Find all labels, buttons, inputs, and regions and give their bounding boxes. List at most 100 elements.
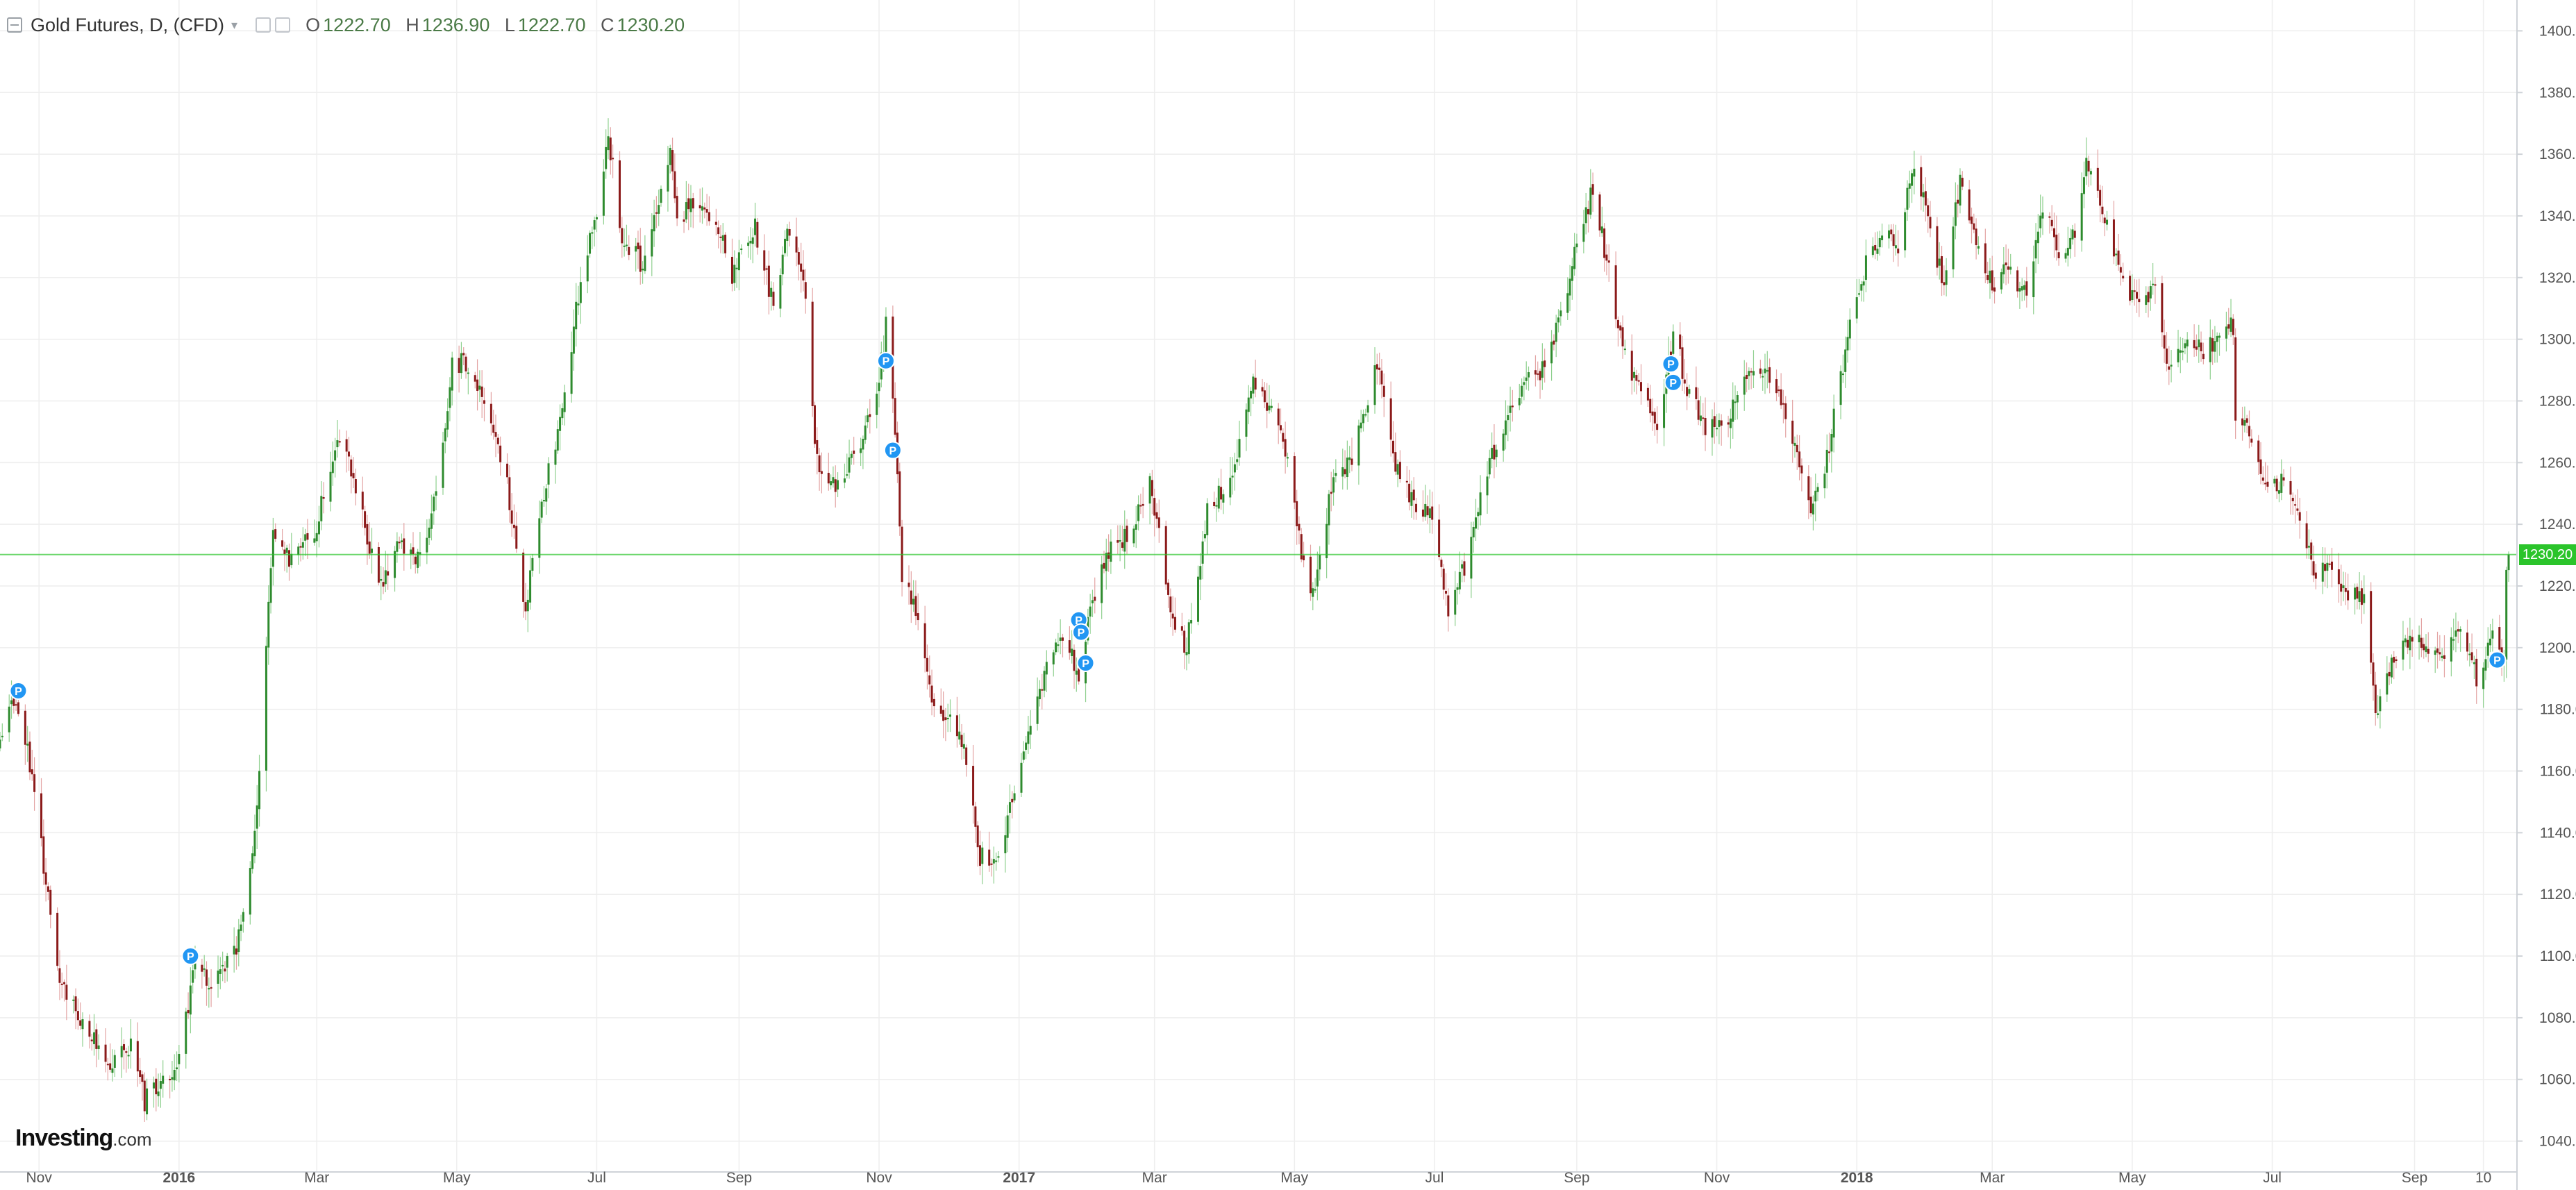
candle-body (1213, 501, 1216, 507)
candle-body (1350, 458, 1353, 465)
close-value: 1230.20 (617, 14, 685, 35)
candle-body (347, 451, 350, 457)
eye-icon[interactable] (256, 17, 271, 33)
candle-body (1479, 492, 1482, 516)
candle-body (1778, 389, 1780, 392)
candle-body (655, 212, 658, 214)
candle-body (1922, 192, 1925, 198)
candle-body (2452, 639, 2455, 641)
candle-body (1987, 275, 1989, 280)
candle-body (589, 233, 592, 254)
candle-body (1250, 390, 1253, 399)
event-marker-dot[interactable] (181, 947, 200, 966)
candle-body (1616, 319, 1619, 328)
event-marker-dot[interactable] (1071, 623, 1090, 642)
candle-body (714, 221, 717, 225)
settings-icon[interactable] (275, 17, 291, 33)
candle-body (2436, 648, 2439, 653)
candle-body (1681, 347, 1684, 379)
event-marker[interactable]: P (883, 441, 902, 460)
candle-body (499, 445, 502, 462)
candle-body (542, 500, 545, 502)
candle-body (2418, 635, 2420, 643)
candle-body (2147, 292, 2150, 303)
candle-body (869, 414, 871, 417)
event-marker[interactable]: P (181, 947, 200, 966)
event-marker-dot[interactable] (2488, 651, 2507, 669)
candle-body (106, 1064, 109, 1066)
candle-body (795, 236, 798, 253)
candle-body (1382, 385, 1385, 397)
candle-body (1405, 480, 1408, 483)
event-marker-dot[interactable] (1076, 654, 1095, 673)
event-marker-dot[interactable] (9, 682, 28, 701)
candle-body (428, 527, 430, 538)
time-axis[interactable]: Nov 2016 Mar May Jul Sep Nov 2017 Mar May Jul Sep No… (26, 1170, 2492, 1186)
candle-body (2039, 215, 2042, 228)
time-tick-label: Sep (2402, 1170, 2427, 1186)
candle-body (40, 793, 43, 839)
event-marker[interactable]: P (1664, 373, 1682, 392)
candle-body (1566, 293, 1569, 313)
price-tick-label: 1220.00 (2539, 578, 2576, 594)
candle-body (2186, 340, 2189, 346)
candle-body (2363, 594, 2366, 603)
event-marker-dot[interactable] (883, 441, 902, 460)
candle-body (506, 463, 509, 478)
candle-body (2230, 317, 2232, 332)
candle-body (1759, 368, 1762, 374)
candle-body (1906, 187, 1909, 210)
chevron-down-icon[interactable]: ▾ (231, 17, 238, 32)
candle-body (1775, 379, 1778, 394)
candle-body (1614, 265, 1617, 319)
candle-body (1623, 349, 1626, 351)
event-marker[interactable]: P (1071, 623, 1090, 642)
candle-body (946, 717, 949, 719)
price-axis[interactable]: 1040.00 1060.00 1080.00 1100.00 1120.00 1140.… (2517, 23, 2576, 1150)
candle-body (570, 352, 573, 394)
candle-body (1394, 452, 1397, 472)
candle-body (2007, 266, 2009, 270)
candle-body (692, 198, 694, 209)
candle-body (508, 477, 511, 510)
candle-body (939, 705, 942, 714)
candle-body (2163, 335, 2166, 349)
event-marker[interactable]: P (1662, 355, 1680, 374)
event-marker[interactable]: P (876, 351, 895, 370)
event-marker-dot[interactable] (1664, 373, 1682, 392)
candle-body (88, 1021, 91, 1037)
candle-body (2257, 440, 2260, 462)
time-tick-label: May (2118, 1170, 2146, 1186)
candle-body (2404, 638, 2407, 643)
candle-body (1045, 662, 1048, 675)
high-value: 1236.90 (421, 14, 490, 35)
candle-body (2434, 650, 2436, 655)
candle-body (749, 240, 752, 244)
candle-body (2390, 657, 2393, 678)
event-marker-dot[interactable] (876, 351, 895, 370)
candle-body (467, 372, 469, 374)
event-marker[interactable]: P (1076, 654, 1095, 673)
candle-body (1798, 451, 1801, 468)
candle-body (120, 1046, 123, 1057)
candle-body (2179, 350, 2182, 353)
time-tick-label: 10 (2475, 1170, 2491, 1186)
event-marker[interactable]: P (2488, 651, 2507, 669)
candle-body (1366, 405, 1369, 413)
event-marker[interactable]: P (9, 682, 28, 701)
candle-body (47, 886, 49, 892)
symbol-title[interactable]: Gold Futures, D, (CFD) (31, 14, 225, 35)
candle-body (1105, 553, 1107, 571)
candle-body (529, 570, 532, 603)
candle-body (1270, 405, 1273, 408)
candle-body (1396, 464, 1399, 475)
price-tick-label: 1080.00 (2539, 1010, 2576, 1026)
event-marker-dot[interactable] (1662, 355, 1680, 374)
collapse-icon[interactable] (7, 17, 22, 33)
price-tick-label: 1200.00 (2539, 640, 2576, 656)
candle-body (290, 553, 293, 566)
candle-body (767, 265, 770, 297)
